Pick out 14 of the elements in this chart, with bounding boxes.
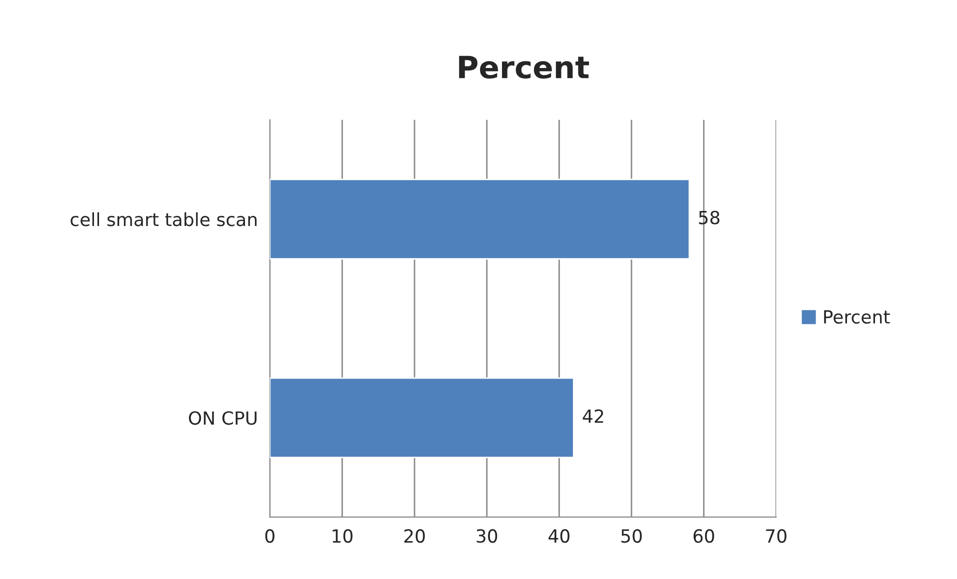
chart-title: Percent: [459, 56, 589, 79]
data-label: 42: [582, 409, 604, 423]
y-tick-label: ON CPU: [188, 411, 256, 425]
x-tick-label: 50: [621, 529, 642, 543]
x-tick-label: 30: [476, 529, 498, 543]
x-tick-label: 60: [694, 529, 714, 543]
x-tick-label: 10: [332, 529, 352, 543]
x-tick-label: 40: [548, 529, 570, 543]
y-tick-label: cell smart table scan: [70, 212, 257, 226]
x-tick-label: 20: [404, 529, 425, 543]
x-tick-label: 70: [766, 529, 786, 543]
x-tick-label: 0: [265, 529, 274, 543]
legend-label: Percent: [824, 310, 890, 324]
data-label: 58: [699, 210, 720, 224]
